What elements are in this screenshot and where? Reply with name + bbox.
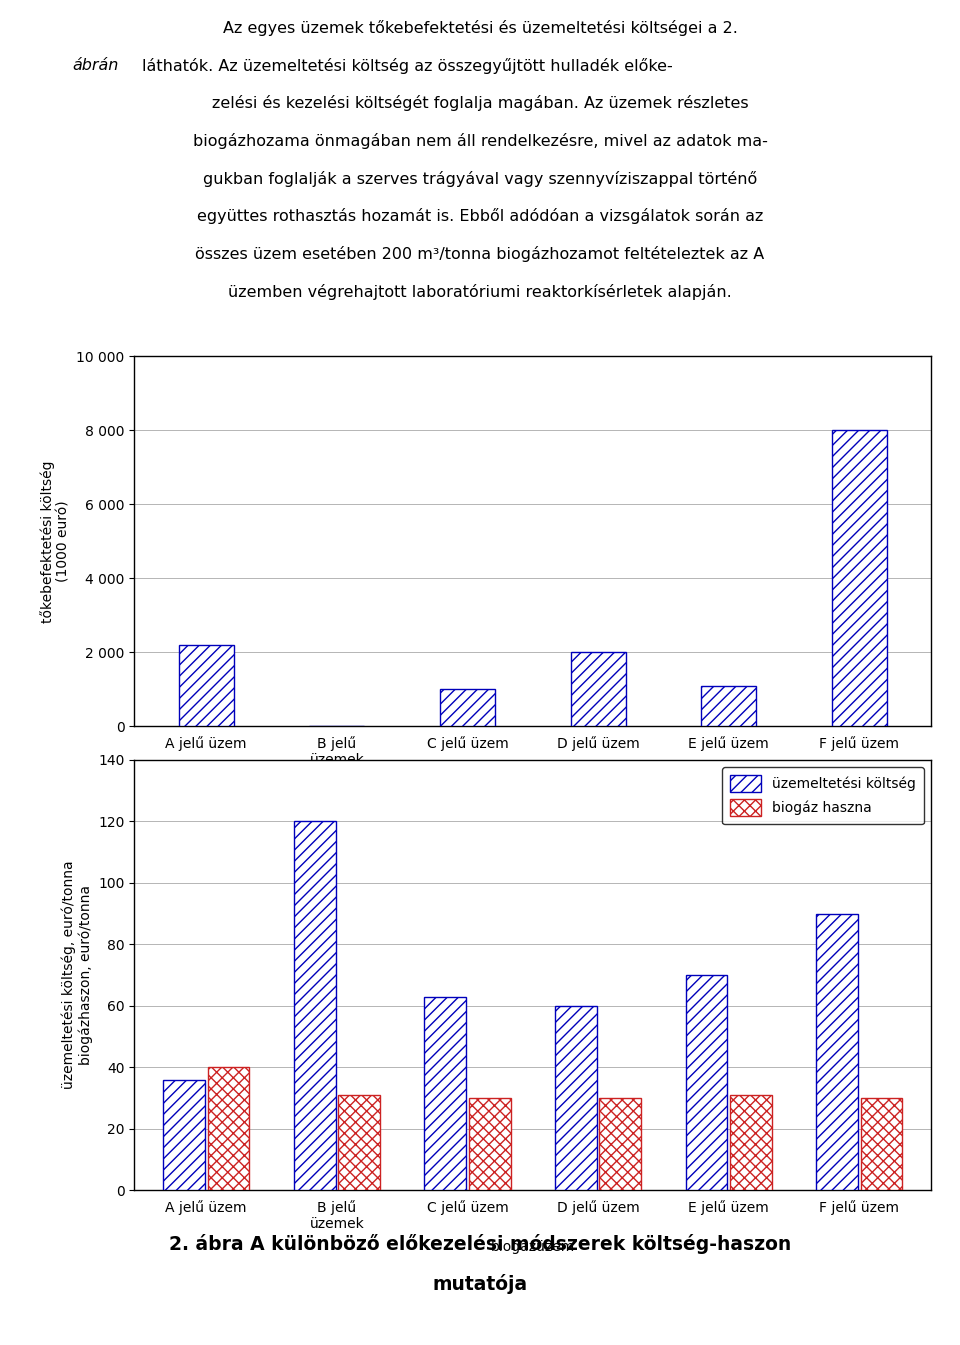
Bar <box>555 1006 597 1190</box>
Text: összes üzem esetében 200 m³/tonna biogázhozamot feltételeztek az A: összes üzem esetében 200 m³/tonna biogáz… <box>196 246 764 262</box>
Text: gukban foglalják a szerves trágyával vagy szennyvíziszappal történő: gukban foglalják a szerves trágyával vag… <box>203 171 757 187</box>
Bar <box>702 686 756 726</box>
Bar <box>424 997 467 1190</box>
Bar <box>730 1095 772 1190</box>
Bar <box>179 646 233 726</box>
Text: láthatók. Az üzemeltetési költség az összegyűjtött hulladék előke-: láthatók. Az üzemeltetési költség az öss… <box>142 58 673 74</box>
Text: üzemben végrehajtott laboratóriumi reaktorkísérletek alapján.: üzemben végrehajtott laboratóriumi reakt… <box>228 284 732 300</box>
Text: 2. ábra A különböző előkezelési módszerek költség-haszon: 2. ábra A különböző előkezelési módszere… <box>169 1235 791 1254</box>
Text: Az egyes üzemek tőkebefektetési és üzemeltetési költségei a 2.: Az egyes üzemek tőkebefektetési és üzeme… <box>223 20 737 36</box>
Bar <box>338 1095 380 1190</box>
Bar <box>816 913 858 1190</box>
Bar <box>294 822 336 1190</box>
Bar <box>570 652 626 726</box>
Bar <box>685 975 728 1190</box>
Bar <box>832 430 887 726</box>
Text: zelési és kezelési költségét foglalja magában. Az üzemek részletes: zelési és kezelési költségét foglalja ma… <box>212 95 748 112</box>
Y-axis label: üzemeltetési költség, euró/tonna
biogázhaszon, euró/tonna: üzemeltetési költség, euró/tonna biogázh… <box>61 861 93 1089</box>
Text: mutatója: mutatója <box>432 1275 528 1294</box>
Bar <box>861 1098 902 1190</box>
Bar <box>468 1098 511 1190</box>
X-axis label: biogázüzem: biogázüzem <box>491 1240 575 1254</box>
Bar <box>440 689 495 726</box>
Text: biogázhozama önmagában nem áll rendelkezésre, mivel az adatok ma-: biogázhozama önmagában nem áll rendelkez… <box>193 133 767 149</box>
Legend: üzemeltetési költség, biogáz haszna: üzemeltetési költség, biogáz haszna <box>722 767 924 824</box>
Bar <box>207 1068 250 1190</box>
Bar <box>599 1098 641 1190</box>
Text: ábrán: ábrán <box>72 58 118 73</box>
Y-axis label: tőkebefektetési költség
(1000 euró): tőkebefektetési költség (1000 euró) <box>39 460 71 623</box>
Text: együttes rothasztás hozamát is. Ebből adódóan a vizsgálatok során az: együttes rothasztás hozamát is. Ebből ad… <box>197 208 763 225</box>
Bar <box>163 1080 204 1190</box>
